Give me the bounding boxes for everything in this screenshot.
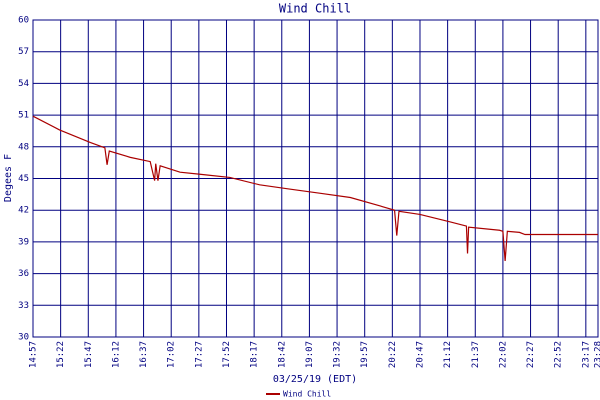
x-tick-label: 17:52 [222, 341, 232, 368]
x-axis-label: 03/25/19 (EDT) [273, 374, 357, 385]
y-tick-label: 36 [18, 269, 29, 279]
y-axis-label: Degees F [3, 154, 14, 202]
data-line [32, 115, 598, 261]
x-tick-label: 15:22 [56, 341, 66, 368]
x-tick-label: 22:52 [554, 341, 564, 368]
x-tick-label: 17:02 [167, 341, 177, 368]
chart-title: Wind Chill [279, 2, 351, 16]
legend-label: Wind Chill [283, 390, 331, 399]
y-tick-label: 57 [18, 47, 29, 57]
y-tick-label: 42 [18, 206, 29, 216]
x-tick-label: 21:12 [443, 341, 453, 368]
y-tick-label: 39 [18, 237, 29, 247]
x-tick-label: 14:57 [29, 341, 39, 368]
x-tick-label: 19:57 [360, 341, 370, 368]
x-tick-label: 20:47 [415, 341, 425, 368]
y-tick-label: 48 [18, 142, 29, 152]
x-tick-label: 18:17 [250, 341, 260, 368]
x-tick-label: 16:37 [139, 341, 149, 368]
x-tick-label: 20:22 [388, 341, 398, 368]
x-tick-label: 22:02 [498, 341, 508, 368]
x-tick-label: 23:28 [594, 341, 600, 368]
y-tick-label: 33 [18, 301, 29, 311]
x-tick-label: 19:07 [305, 341, 315, 368]
y-tick-label: 51 [18, 111, 29, 121]
y-tick-label: 60 [18, 16, 29, 26]
y-tick-label: 45 [18, 174, 29, 184]
x-tick-label: 15:47 [84, 341, 94, 368]
x-tick-label: 19:32 [333, 341, 343, 368]
x-tick-label: 23:17 [581, 341, 591, 368]
y-tick-label: 54 [18, 79, 29, 89]
x-tick-label: 16:12 [111, 341, 121, 368]
y-tick-label: 30 [18, 333, 29, 343]
x-tick-label: 17:27 [194, 341, 204, 368]
x-tick-label: 18:42 [277, 341, 287, 368]
x-tick-label: 21:37 [471, 341, 481, 368]
x-tick-label: 22:27 [526, 341, 536, 368]
